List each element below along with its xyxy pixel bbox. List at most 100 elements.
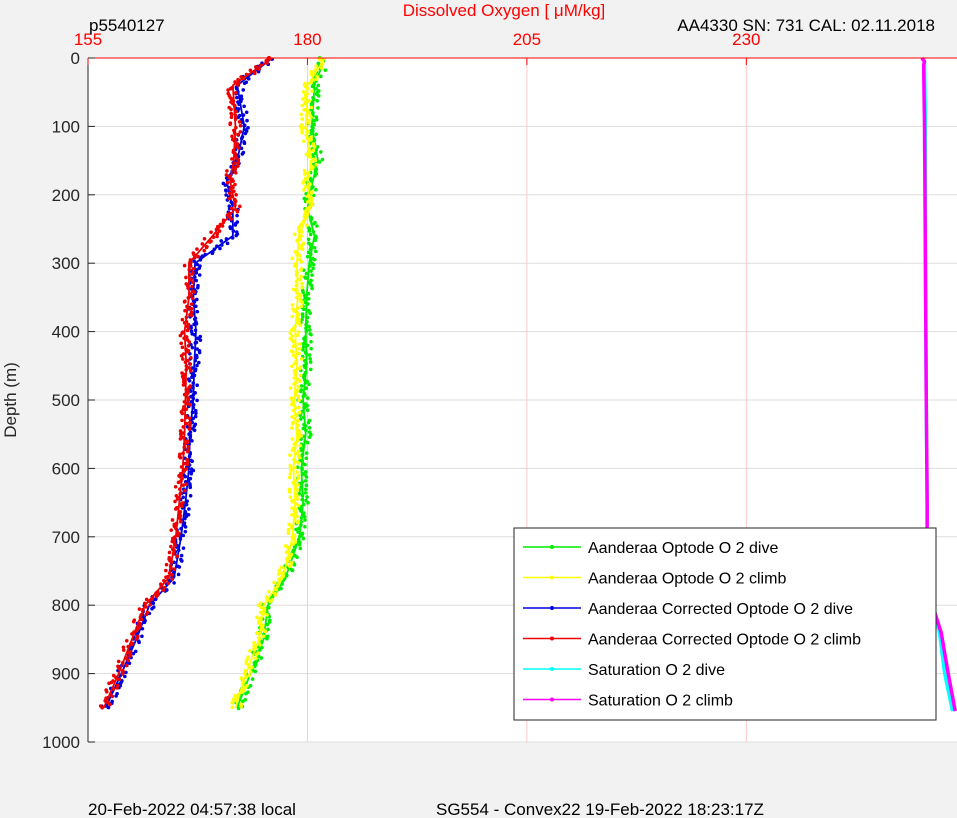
data-point xyxy=(230,206,234,211)
data-point xyxy=(233,223,238,227)
data-point xyxy=(180,418,184,423)
data-point xyxy=(312,257,317,262)
data-point xyxy=(303,479,308,483)
data-point xyxy=(310,89,314,93)
data-point xyxy=(131,651,136,656)
data-point xyxy=(121,648,126,652)
data-point xyxy=(289,402,294,407)
data-point xyxy=(308,360,313,364)
data-point xyxy=(301,415,306,420)
data-point xyxy=(289,468,293,472)
data-point xyxy=(300,281,304,286)
data-point xyxy=(292,545,297,549)
data-point xyxy=(295,488,300,493)
data-point xyxy=(243,668,248,673)
data-point xyxy=(232,131,237,135)
data-point xyxy=(262,611,267,616)
data-point xyxy=(193,358,198,363)
data-point xyxy=(315,224,319,228)
data-point xyxy=(198,257,203,262)
data-point xyxy=(301,314,305,319)
data-point xyxy=(169,528,174,532)
data-point xyxy=(305,396,310,400)
data-point xyxy=(300,97,305,101)
data-point xyxy=(294,502,298,506)
data-point xyxy=(176,548,181,552)
data-point xyxy=(192,252,196,257)
legend-marker xyxy=(550,575,554,580)
data-point xyxy=(307,229,312,233)
data-point xyxy=(180,345,185,350)
data-point xyxy=(303,381,308,385)
data-point xyxy=(307,425,312,430)
data-point xyxy=(305,136,310,140)
data-point xyxy=(277,568,282,573)
legend-marker xyxy=(550,697,554,702)
data-point xyxy=(161,588,166,592)
data-point xyxy=(238,130,243,134)
data-point xyxy=(287,522,291,527)
data-point xyxy=(308,328,312,332)
data-point xyxy=(308,367,313,372)
data-point xyxy=(311,266,315,271)
data-point xyxy=(181,546,186,550)
data-point xyxy=(172,570,176,575)
data-point xyxy=(189,302,194,306)
data-point xyxy=(300,103,305,108)
data-point xyxy=(126,658,131,663)
data-point xyxy=(221,220,226,225)
data-point xyxy=(294,527,298,532)
data-point xyxy=(181,425,186,429)
legend-item: Saturation O 2 climb xyxy=(523,693,733,710)
data-point xyxy=(232,103,237,108)
data-point xyxy=(297,405,301,410)
data-point xyxy=(134,628,139,633)
legend-item: Aanderaa Optode O 2 climb xyxy=(523,571,786,588)
data-point xyxy=(178,455,183,460)
data-point xyxy=(295,555,299,559)
data-point xyxy=(302,168,307,173)
data-point xyxy=(306,110,311,115)
legend-label: Aanderaa Corrected Optode O 2 climb xyxy=(588,632,861,649)
data-point xyxy=(307,146,311,151)
data-point xyxy=(124,663,129,668)
axes-layer: 0 100 200 300 400 500 600 700 800 900 1000 155 180 20… xyxy=(42,30,957,752)
data-point xyxy=(133,649,138,654)
data-point xyxy=(303,491,308,495)
data-point xyxy=(292,562,297,567)
data-point xyxy=(256,603,261,608)
data-point xyxy=(306,185,311,190)
data-point xyxy=(295,470,299,474)
data-point xyxy=(287,564,292,568)
data-point xyxy=(253,65,258,69)
data-point xyxy=(307,155,312,159)
data-point xyxy=(190,345,195,350)
data-point xyxy=(304,428,308,433)
data-point xyxy=(304,326,308,331)
data-point xyxy=(305,176,309,181)
data-point xyxy=(295,497,300,501)
data-point xyxy=(290,314,295,319)
data-point xyxy=(295,493,299,498)
data-point xyxy=(235,95,239,100)
data-point xyxy=(139,617,144,622)
data-point xyxy=(239,704,244,709)
data-point xyxy=(179,354,184,358)
data-point xyxy=(242,81,247,86)
data-point xyxy=(184,315,189,320)
data-point xyxy=(309,252,313,257)
data-point xyxy=(306,199,310,204)
y-tick-label: 200 xyxy=(52,186,80,205)
data-point xyxy=(189,471,194,476)
data-point xyxy=(311,262,316,267)
data-point xyxy=(305,213,310,217)
data-point xyxy=(196,254,200,259)
data-point xyxy=(197,350,202,355)
data-point xyxy=(215,244,219,249)
data-point xyxy=(293,355,298,359)
data-point xyxy=(177,487,182,491)
data-point xyxy=(235,213,239,218)
data-point xyxy=(184,407,189,412)
data-point xyxy=(228,226,233,231)
legend-label: Aanderaa Optode O 2 dive xyxy=(588,540,778,557)
